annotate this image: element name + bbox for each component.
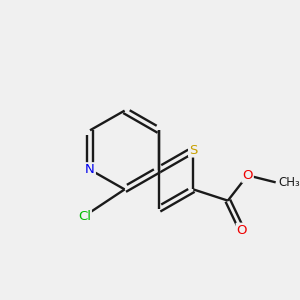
Text: N: N [85,163,95,176]
Text: O: O [237,224,247,237]
Text: Cl: Cl [78,210,91,223]
Text: CH₃: CH₃ [278,176,300,189]
Text: O: O [242,169,253,182]
Text: S: S [189,143,197,157]
